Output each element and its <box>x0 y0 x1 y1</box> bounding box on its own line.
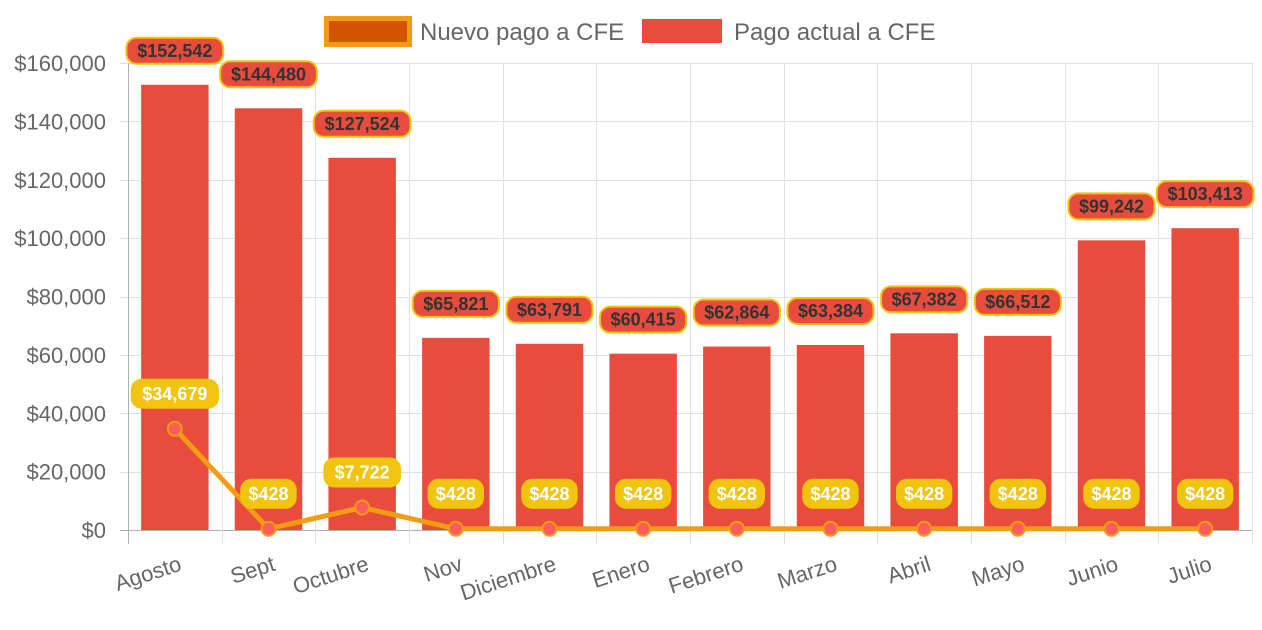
y-tick-label: $160,000 <box>14 51 106 76</box>
x-tick-label: Diciembre <box>457 551 559 605</box>
legend-swatch-actual[interactable] <box>642 19 722 43</box>
line-point-diciembre[interactable] <box>541 520 558 537</box>
line-point-agosto[interactable] <box>166 420 183 437</box>
x-tick-label: Febrero <box>665 551 746 599</box>
bar-label-bg <box>312 109 412 138</box>
line-label-bg <box>614 478 672 509</box>
line-point-nov[interactable] <box>447 520 464 537</box>
x-tick-label: Mayo <box>968 551 1027 591</box>
bar-label-bg <box>505 295 594 324</box>
bar-data-label: $65,821 <box>423 294 488 314</box>
line-label-bg <box>1083 478 1140 509</box>
line-data-label: $428 <box>1185 484 1225 504</box>
line-label-bg <box>1176 478 1234 509</box>
line-data-label: $428 <box>904 484 944 504</box>
y-axis-labels: $0 $20,000 $40,000 $60,000 $80,000 $100,000 $1… <box>14 51 106 543</box>
legend-swatch-nuevo[interactable] <box>324 16 412 47</box>
bar-label-bg <box>692 298 781 327</box>
x-tick-label: Junio <box>1063 551 1121 591</box>
line-point-octubre[interactable] <box>354 499 371 516</box>
line-data-label: $428 <box>1091 484 1131 504</box>
bar-data-labels: $152,542 $144,480 $127,524 $65,821 $63,791 $6… <box>125 36 1255 334</box>
line-label-bg <box>895 478 953 509</box>
y-tick-label: $100,000 <box>14 226 106 251</box>
line-label-bg <box>521 478 578 509</box>
line-data-label: $428 <box>529 484 569 504</box>
line-path <box>172 427 1206 532</box>
line-label-bg <box>427 478 485 509</box>
legend: Nuevo pago a CFE Pago actual a CFE <box>324 16 935 47</box>
line-point-mayo[interactable] <box>1009 520 1026 537</box>
grid <box>120 63 1253 544</box>
y-tick-label: $60,000 <box>26 343 106 368</box>
y-tick-label: $80,000 <box>26 285 106 310</box>
bar-data-label: $66,512 <box>985 292 1050 312</box>
bar-label-bg <box>599 305 688 334</box>
bar-data-label: $152,542 <box>137 41 212 61</box>
bar-label-bg <box>973 287 1062 316</box>
x-tick-label: Agosto <box>112 551 185 596</box>
x-tick-label: Marzo <box>774 551 840 594</box>
line-label-bg <box>130 378 219 409</box>
bar-data-label: $127,524 <box>325 114 400 134</box>
line-data-label: $428 <box>998 484 1038 504</box>
line-data-label: $428 <box>623 484 663 504</box>
x-tick-label: Julio <box>1164 551 1215 589</box>
bar-label-bg <box>125 36 225 65</box>
bar-label-bg <box>1155 180 1255 209</box>
bar-data-label: $144,480 <box>231 64 306 84</box>
bar-label-bg <box>411 289 500 318</box>
bar-label-bg <box>786 296 875 325</box>
line-label-bg <box>708 478 766 509</box>
legend-label-nuevo[interactable]: Nuevo pago a CFE <box>420 19 624 46</box>
bar-data-label: $62,864 <box>704 303 769 323</box>
line-data-label: $428 <box>717 484 757 504</box>
line-label-bg <box>240 478 297 509</box>
x-tick-label: Octubre <box>290 551 372 599</box>
bar-data-label: $103,413 <box>1168 184 1243 204</box>
line-label-bg <box>802 478 859 509</box>
line-label-bg <box>989 478 1047 509</box>
line-data-label: $428 <box>810 484 850 504</box>
bar-data-label: $60,415 <box>611 310 676 330</box>
bar-sept[interactable] <box>234 108 303 530</box>
line-point-enero[interactable] <box>635 520 652 537</box>
line-data-labels: $34,679 $428 $7,722 $428 $428 $428 $428 $428 $42… <box>130 378 1234 509</box>
bar-agosto[interactable] <box>141 84 209 530</box>
bar-data-label: $63,791 <box>517 300 582 320</box>
y-tick-label: $120,000 <box>14 168 106 193</box>
bar-label-bg <box>1067 192 1156 221</box>
y-tick-label: $0 <box>82 518 106 543</box>
x-tick-label: Abril <box>884 551 934 588</box>
x-tick-label: Enero <box>589 551 653 593</box>
line-data-label: $7,722 <box>335 462 390 482</box>
y-tick-label: $140,000 <box>14 109 106 134</box>
legend-label-actual[interactable]: Pago actual a CFE <box>734 19 935 46</box>
line-data-label: $34,679 <box>142 384 207 404</box>
line-label-bg <box>323 457 401 488</box>
x-tick-label: Sept <box>227 551 278 589</box>
y-tick-label: $40,000 <box>26 401 106 426</box>
line-data-label: $428 <box>248 484 288 504</box>
line-point-junio[interactable] <box>1103 520 1120 537</box>
line-point-sept[interactable] <box>260 520 277 537</box>
bar-data-label: $67,382 <box>892 289 957 309</box>
line-point-abril[interactable] <box>916 520 933 537</box>
bar-data-label: $63,384 <box>798 301 863 321</box>
bar-data-label: $99,242 <box>1079 196 1144 216</box>
line-data-label: $428 <box>436 484 476 504</box>
line-series <box>166 420 1214 537</box>
bar-label-bg <box>219 60 318 89</box>
bar-label-bg <box>880 285 969 314</box>
line-point-marzo[interactable] <box>822 520 839 537</box>
y-tick-label: $20,000 <box>26 460 106 485</box>
line-point-febrero[interactable] <box>728 520 745 537</box>
line-point-julio[interactable] <box>1197 520 1214 537</box>
